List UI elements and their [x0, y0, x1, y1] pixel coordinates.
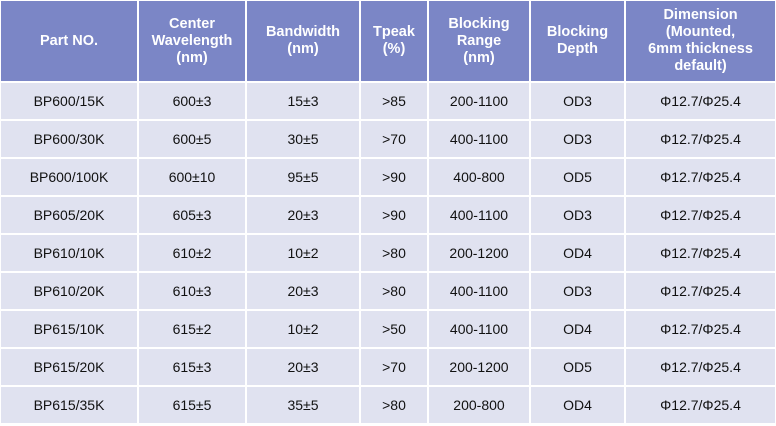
cell-dimension: Φ12.7/Φ25.4	[626, 83, 775, 119]
cell-tpeak: >50	[361, 311, 427, 347]
cell-dimension: Φ12.7/Φ25.4	[626, 159, 775, 195]
cell-bandwidth: 10±2	[247, 235, 359, 271]
cell-dimension: Φ12.7/Φ25.4	[626, 311, 775, 347]
table-row: BP600/30K 600±5 30±5 >70 400-1100 OD3 Φ12.7/Φ2…	[1, 121, 775, 157]
cell-center-wavelength: 600±10	[139, 159, 245, 195]
header-bandwidth: Bandwidth (nm)	[247, 1, 359, 81]
header-blocking-depth: Blocking Depth	[531, 1, 624, 81]
cell-blocking-range: 400-1100	[429, 197, 529, 233]
cell-part-no: BP615/20K	[1, 349, 137, 385]
table-row: BP610/20K 610±3 20±3 >80 400-1100 OD3 Φ12.7/Φ2…	[1, 273, 775, 309]
cell-tpeak: >90	[361, 197, 427, 233]
table-row: BP605/20K 605±3 20±3 >90 400-1100 OD3 Φ12.7/Φ2…	[1, 197, 775, 233]
cell-center-wavelength: 600±5	[139, 121, 245, 157]
cell-part-no: BP615/10K	[1, 311, 137, 347]
cell-bandwidth: 15±3	[247, 83, 359, 119]
table-row: BP615/10K 615±2 10±2 >50 400-1100 OD4 Φ12.7/Φ2…	[1, 311, 775, 347]
cell-tpeak: >80	[361, 387, 427, 423]
cell-blocking-range: 400-1100	[429, 273, 529, 309]
cell-bandwidth: 30±5	[247, 121, 359, 157]
cell-part-no: BP600/15K	[1, 83, 137, 119]
cell-bandwidth: 20±3	[247, 197, 359, 233]
cell-center-wavelength: 615±3	[139, 349, 245, 385]
table-row: BP600/100K 600±10 95±5 >90 400-800 OD5 Φ12.7/Φ…	[1, 159, 775, 195]
table-row: BP615/35K 615±5 35±5 >80 200-800 OD4 Φ12.7/Φ25…	[1, 387, 775, 423]
table-row: BP615/20K 615±3 20±3 >70 200-1200 OD5 Φ12.7/Φ2…	[1, 349, 775, 385]
cell-bandwidth: 20±3	[247, 349, 359, 385]
cell-tpeak: >90	[361, 159, 427, 195]
cell-center-wavelength: 615±2	[139, 311, 245, 347]
cell-part-no: BP610/10K	[1, 235, 137, 271]
cell-center-wavelength: 610±2	[139, 235, 245, 271]
header-part-no: Part NO.	[1, 1, 137, 81]
cell-part-no: BP605/20K	[1, 197, 137, 233]
cell-bandwidth: 35±5	[247, 387, 359, 423]
cell-blocking-range: 200-1200	[429, 235, 529, 271]
cell-blocking-depth: OD5	[531, 159, 624, 195]
cell-tpeak: >70	[361, 121, 427, 157]
table-row: BP610/10K 610±2 10±2 >80 200-1200 OD4 Φ12.7/Φ2…	[1, 235, 775, 271]
cell-tpeak: >80	[361, 273, 427, 309]
cell-center-wavelength: 610±3	[139, 273, 245, 309]
cell-center-wavelength: 615±5	[139, 387, 245, 423]
cell-part-no: BP615/35K	[1, 387, 137, 423]
cell-blocking-range: 200-800	[429, 387, 529, 423]
cell-dimension: Φ12.7/Φ25.4	[626, 349, 775, 385]
cell-dimension: Φ12.7/Φ25.4	[626, 121, 775, 157]
cell-part-no: BP600/30K	[1, 121, 137, 157]
cell-blocking-depth: OD4	[531, 235, 624, 271]
cell-blocking-depth: OD3	[531, 121, 624, 157]
cell-tpeak: >70	[361, 349, 427, 385]
cell-bandwidth: 10±2	[247, 311, 359, 347]
header-dimension: Dimension (Mounted, 6mm thickness defaul…	[626, 1, 775, 81]
cell-dimension: Φ12.7/Φ25.4	[626, 235, 775, 271]
cell-blocking-range: 400-1100	[429, 311, 529, 347]
cell-blocking-range: 400-800	[429, 159, 529, 195]
cell-blocking-depth: OD4	[531, 311, 624, 347]
header-row: Part NO. Center Wavelength (nm) Bandwidth …	[1, 1, 775, 81]
cell-blocking-range: 400-1100	[429, 121, 529, 157]
cell-bandwidth: 20±3	[247, 273, 359, 309]
cell-tpeak: >80	[361, 235, 427, 271]
cell-blocking-depth: OD3	[531, 273, 624, 309]
table-row: BP600/15K 600±3 15±3 >85 200-1100 OD3 Φ12.7/Φ2…	[1, 83, 775, 119]
header-center-wavelength: Center Wavelength (nm)	[139, 1, 245, 81]
cell-blocking-depth: OD3	[531, 197, 624, 233]
cell-blocking-depth: OD3	[531, 83, 624, 119]
cell-blocking-range: 200-1100	[429, 83, 529, 119]
cell-blocking-depth: OD5	[531, 349, 624, 385]
cell-tpeak: >85	[361, 83, 427, 119]
cell-center-wavelength: 605±3	[139, 197, 245, 233]
cell-part-no: BP610/20K	[1, 273, 137, 309]
cell-bandwidth: 95±5	[247, 159, 359, 195]
header-tpeak: Tpeak (%)	[361, 1, 427, 81]
cell-part-no: BP600/100K	[1, 159, 137, 195]
cell-center-wavelength: 600±3	[139, 83, 245, 119]
cell-dimension: Φ12.7/Φ25.4	[626, 197, 775, 233]
cell-blocking-depth: OD4	[531, 387, 624, 423]
cell-blocking-range: 200-1200	[429, 349, 529, 385]
cell-dimension: Φ12.7/Φ25.4	[626, 273, 775, 309]
cell-dimension: Φ12.7/Φ25.4	[626, 387, 775, 423]
header-blocking-range: Blocking Range (nm)	[429, 1, 529, 81]
